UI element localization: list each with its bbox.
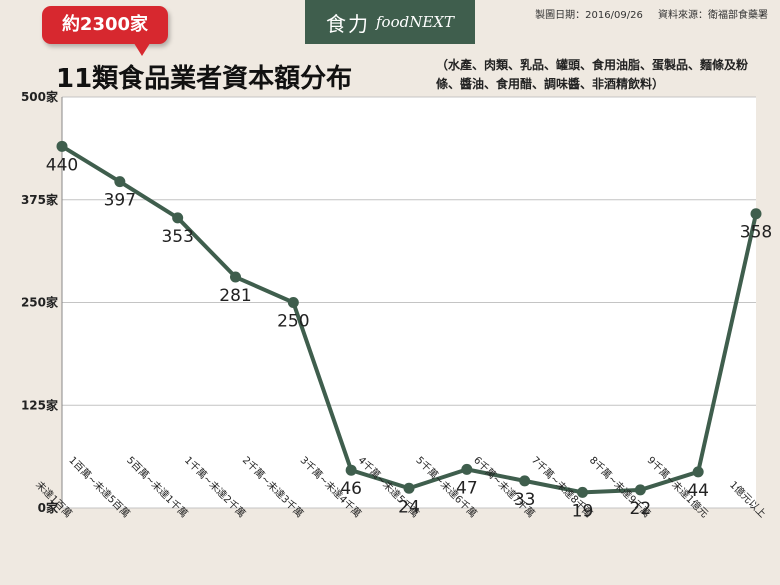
data-label-2: 353 <box>161 227 193 247</box>
data-label-6: 24 <box>398 497 420 517</box>
y-tick-label-125: 125家 <box>21 397 59 412</box>
data-point-12 <box>750 208 762 220</box>
chart-date: 製圖日期：2016/09/26 <box>535 10 643 21</box>
data-point-11 <box>692 466 704 478</box>
data-point-6 <box>403 482 415 494</box>
x-tick-label-3: 1千萬~未達2千萬 <box>182 454 249 521</box>
data-label-11: 44 <box>687 481 709 501</box>
logo-chinese: 食力 <box>326 11 370 36</box>
data-label-1: 397 <box>104 191 136 211</box>
x-tick-label-1: 1百萬~未達5百萬 <box>66 454 133 521</box>
x-tick-label-12: 1億元以上 <box>727 478 769 520</box>
data-label-12: 358 <box>740 223 772 243</box>
data-point-3 <box>230 271 241 283</box>
data-label-4: 250 <box>277 312 309 332</box>
data-point-10 <box>634 484 646 496</box>
chart-meta: 製圖日期：2016/09/26 資料來源：衛福部食藥署 <box>523 6 768 21</box>
data-point-0 <box>56 140 68 152</box>
x-tick-label-8: 6千萬~未達7千萬 <box>471 454 538 521</box>
data-label-5: 46 <box>340 479 362 499</box>
y-tick-label-375: 375家 <box>21 192 59 207</box>
data-point-7 <box>461 463 473 475</box>
data-label-9: 19 <box>572 501 594 521</box>
data-label-3: 281 <box>219 286 251 306</box>
data-label-8: 33 <box>514 490 536 510</box>
logo-english: foodNEXT <box>376 13 454 31</box>
x-tick-label-9: 7千萬~未達8千萬 <box>529 454 596 521</box>
badge-tail <box>132 40 152 56</box>
data-source: 資料來源：衛福部食藥署 <box>658 10 768 21</box>
y-tick-label-250: 250家 <box>21 295 59 310</box>
series-line <box>60 144 758 495</box>
y-tick-label-500: 500家 <box>21 89 59 104</box>
chart-title: 11類食品業者資本額分布 <box>56 64 353 94</box>
y-tick-label-0: 0家 <box>38 500 59 515</box>
data-label-7: 47 <box>456 478 478 498</box>
brand-logo: 食力 foodNEXT <box>305 0 475 44</box>
chart-subtitle: （水產、肉類、乳品、罐頭、食用油脂、蛋製品、麵條及粉條、醬油、食用醋、調味醬、非… <box>436 58 749 91</box>
data-label-10: 22 <box>630 499 652 519</box>
data-point-2 <box>172 212 184 224</box>
data-label-0: 440 <box>46 155 78 175</box>
data-point-5 <box>345 464 357 476</box>
data-point-1 <box>114 176 126 188</box>
data-point-4 <box>287 297 299 308</box>
data-point-9 <box>577 486 588 498</box>
data-point-8 <box>519 475 531 487</box>
x-tick-label-4: 2千萬~未達3千萬 <box>240 454 307 521</box>
total-count-badge: 約2300家 <box>42 6 168 44</box>
x-tick-label-2: 5百萬~未達1千萬 <box>124 454 191 521</box>
